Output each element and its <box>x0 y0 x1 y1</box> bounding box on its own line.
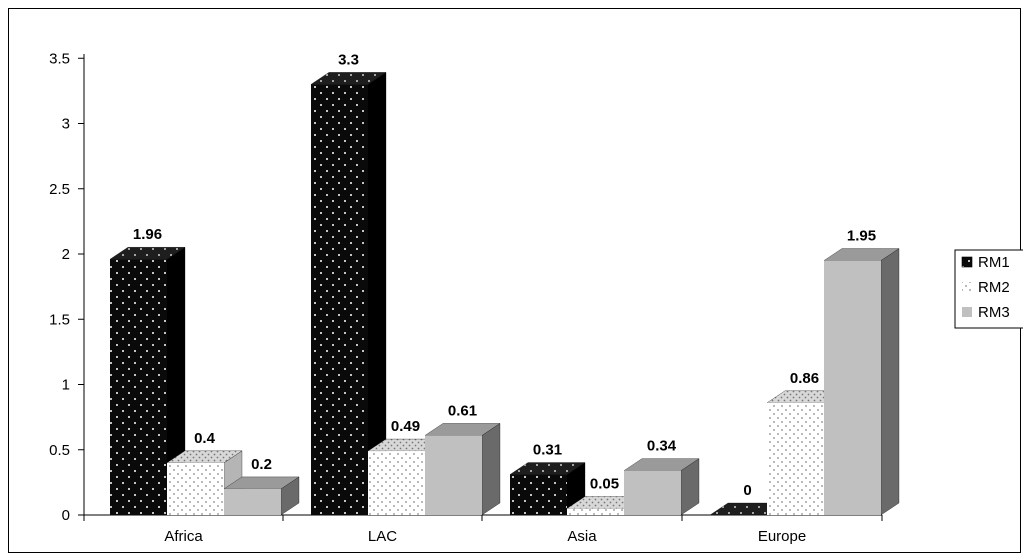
data-label: 0 <box>743 482 751 499</box>
data-label: 1.96 <box>133 226 162 243</box>
data-labels: 1.96 0.4 0.2 3.3 0.49 0.61 0.31 0.05 0.34 0 0.86 1.… <box>133 51 876 499</box>
y-tick-label: 3 <box>62 116 70 133</box>
x-tick-label: Asia <box>567 528 597 545</box>
y-tick-label: 1.5 <box>49 311 70 328</box>
y-tick-label: 2 <box>62 246 70 263</box>
bars <box>109 72 900 516</box>
bar-rm3-africa <box>223 476 300 516</box>
legend-swatch-rm1 <box>961 256 973 268</box>
data-label: 0.4 <box>194 430 216 447</box>
y-tick-label: 3.5 <box>49 50 70 67</box>
bar-front-face <box>110 259 167 515</box>
x-tick-label: Africa <box>164 528 203 545</box>
data-label: 0.49 <box>391 418 420 435</box>
y-tick-label: 0.5 <box>49 442 70 459</box>
data-label: 3.3 <box>338 51 359 68</box>
bar-front-face <box>425 435 482 515</box>
data-label: 0.34 <box>647 438 677 455</box>
x-tick-label: Europe <box>758 528 806 545</box>
data-label: 0.31 <box>533 442 562 459</box>
data-label: 0.05 <box>590 475 619 492</box>
bar-front-face <box>767 402 824 515</box>
legend-label-rm2: RM2 <box>978 279 1010 296</box>
bar-front-face <box>311 84 368 515</box>
x-ticks: Africa LAC Asia Europe <box>83 515 883 545</box>
bar-front-face <box>510 474 567 515</box>
legend-swatch-rm2 <box>962 282 972 292</box>
data-label: 0.61 <box>448 402 477 419</box>
bar-rm3-asia <box>623 458 700 516</box>
legend-label-rm3: RM3 <box>978 304 1010 321</box>
legend-swatch-rm3 <box>962 307 972 317</box>
x-tick-label: LAC <box>368 528 397 545</box>
data-label: 1.95 <box>847 228 876 245</box>
bar-side-face <box>481 423 501 516</box>
bar-side-face <box>880 248 900 516</box>
y-tick-label: 0 <box>62 507 70 524</box>
legend: RM1 RM2 RM3 <box>954 249 1023 329</box>
bar-front-face <box>224 488 281 515</box>
bar-front-face <box>624 470 681 515</box>
data-label: 0.86 <box>790 370 819 387</box>
bar-rm3-europe <box>823 248 900 516</box>
bar-rm1-lac <box>310 72 387 516</box>
bar-front-face <box>368 451 425 515</box>
bar-front-face <box>824 260 881 515</box>
y-tick-label: 1 <box>62 377 70 394</box>
bar-front-face <box>567 508 624 515</box>
bar-front-face <box>167 462 224 515</box>
y-tick-label: 2.5 <box>49 181 70 198</box>
y-ticks: 0 0.5 1 1.5 2 2.5 3 3.5 <box>49 50 84 524</box>
legend-label-rm1: RM1 <box>978 254 1010 271</box>
bar-rm3-lac <box>424 423 501 516</box>
data-label: 0.2 <box>251 456 272 473</box>
bar-rm1-asia <box>509 462 586 516</box>
bar-rm1-africa <box>109 246 186 516</box>
